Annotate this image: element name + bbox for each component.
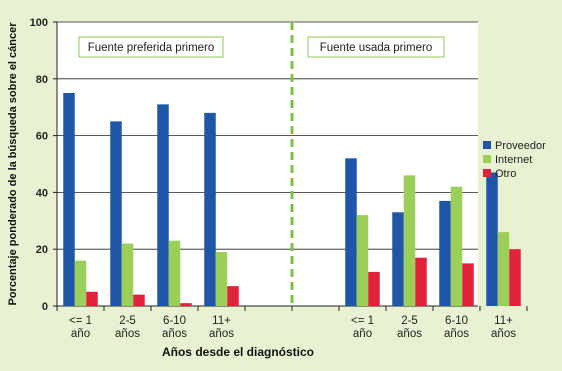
panel-label-box	[307, 36, 445, 58]
bar-internet	[497, 232, 510, 306]
bar-proveedor	[439, 200, 451, 306]
x-tick-label: 11+	[494, 315, 513, 327]
x-tick-label: 2-5	[119, 315, 136, 327]
panel-label-box	[78, 36, 224, 58]
y-tick-label: 0	[42, 301, 48, 313]
x-tick-label: años	[397, 328, 422, 340]
x-tick-label: 2-5	[401, 315, 418, 327]
bar-internet	[74, 260, 87, 306]
x-axis-title: Años desde el diagnóstico	[162, 345, 314, 359]
legend-swatch	[483, 169, 491, 177]
bar-otro	[509, 249, 521, 306]
bar-internet	[121, 243, 134, 306]
x-tick-label: años	[115, 328, 140, 340]
y-axis-title: Porcentaje ponderado de la búsqueda sobr…	[7, 22, 19, 306]
bar-otro	[462, 263, 474, 306]
x-tick-label: años	[162, 328, 187, 340]
x-tick-label: año	[353, 328, 372, 340]
legend-label: Proveedor	[495, 140, 546, 152]
y-tick-label: 40	[36, 187, 48, 199]
y-tick-label: 100	[30, 17, 48, 29]
bar-proveedor	[157, 104, 169, 306]
y-tick-label: 60	[36, 131, 48, 143]
legend-swatch	[483, 141, 491, 149]
bar-proveedor	[392, 212, 404, 306]
x-tick-label: <= 1	[351, 315, 374, 327]
bar-internet	[450, 186, 463, 306]
legend-label: Otro	[495, 168, 516, 180]
panel-label: Fuente usada primero	[320, 42, 433, 54]
bar-internet	[215, 252, 228, 306]
bar-otro	[368, 271, 380, 306]
bar-internet	[403, 175, 416, 306]
bar-otro	[415, 257, 427, 306]
bar-otro	[133, 294, 145, 306]
x-tick-label: años	[209, 328, 234, 340]
x-tick-label: 6-10	[445, 315, 468, 327]
legend-label: Internet	[495, 154, 532, 166]
bar-otro	[227, 286, 239, 306]
x-tick-label: años	[491, 328, 516, 340]
x-tick-label: año	[71, 328, 90, 340]
panel-label: Fuente preferida primero	[88, 42, 215, 54]
bar-internet	[168, 240, 181, 306]
x-tick-label: 11+	[212, 315, 231, 327]
legend-swatch	[483, 155, 491, 163]
bar-proveedor	[204, 112, 216, 306]
bar-otro	[86, 291, 98, 306]
bar-proveedor	[63, 93, 75, 306]
y-tick-label: 80	[36, 74, 48, 86]
x-tick-label: 6-10	[163, 315, 186, 327]
bar-proveedor	[486, 172, 498, 306]
bar-otro	[180, 303, 192, 306]
x-tick-label: años	[444, 328, 469, 340]
bar-internet	[356, 215, 369, 306]
x-tick-label: <= 1	[69, 315, 92, 327]
bar-proveedor	[345, 158, 357, 306]
bar-proveedor	[110, 121, 122, 307]
y-tick-label: 20	[36, 244, 48, 256]
